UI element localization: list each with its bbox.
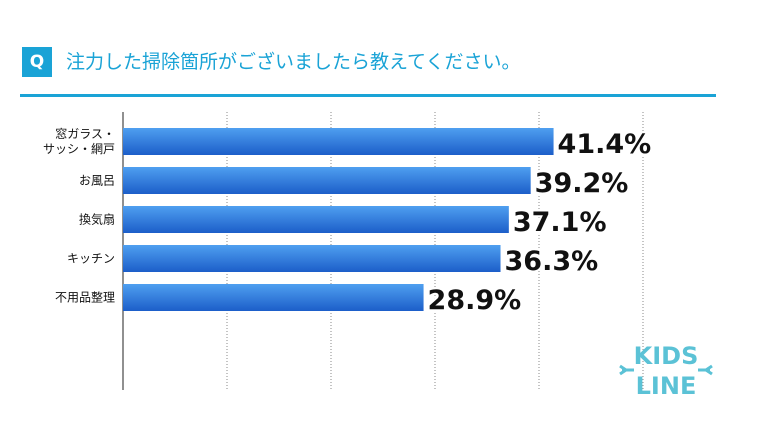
category-label: サッシ・網戸 bbox=[43, 142, 115, 156]
value-label: 37.1% bbox=[513, 207, 607, 238]
question-badge: Q bbox=[22, 47, 52, 77]
category-label: キッチン bbox=[67, 252, 115, 266]
page-title: 注力した掃除箇所がございましたら教えてください。 bbox=[66, 51, 521, 73]
value-label: 36.3% bbox=[505, 246, 599, 277]
category-label: 窓ガラス・ bbox=[55, 126, 115, 141]
bar bbox=[123, 206, 509, 233]
value-label: 39.2% bbox=[535, 168, 629, 199]
bar bbox=[123, 284, 424, 311]
logo-arrows bbox=[619, 364, 713, 376]
title-underline bbox=[20, 94, 716, 97]
bar bbox=[123, 167, 531, 194]
value-label: 41.4% bbox=[558, 129, 652, 160]
value-label: 28.9% bbox=[428, 285, 522, 316]
category-label: 不用品整理 bbox=[55, 290, 115, 305]
bar bbox=[123, 128, 554, 155]
kids-line-logo: KIDS LINE bbox=[619, 342, 713, 400]
logo-text-top: KIDS bbox=[634, 342, 699, 370]
bar bbox=[123, 245, 501, 272]
category-label: お風呂 bbox=[79, 174, 115, 188]
category-label: 換気扇 bbox=[79, 212, 115, 227]
logo-text-bottom: LINE bbox=[636, 372, 697, 400]
